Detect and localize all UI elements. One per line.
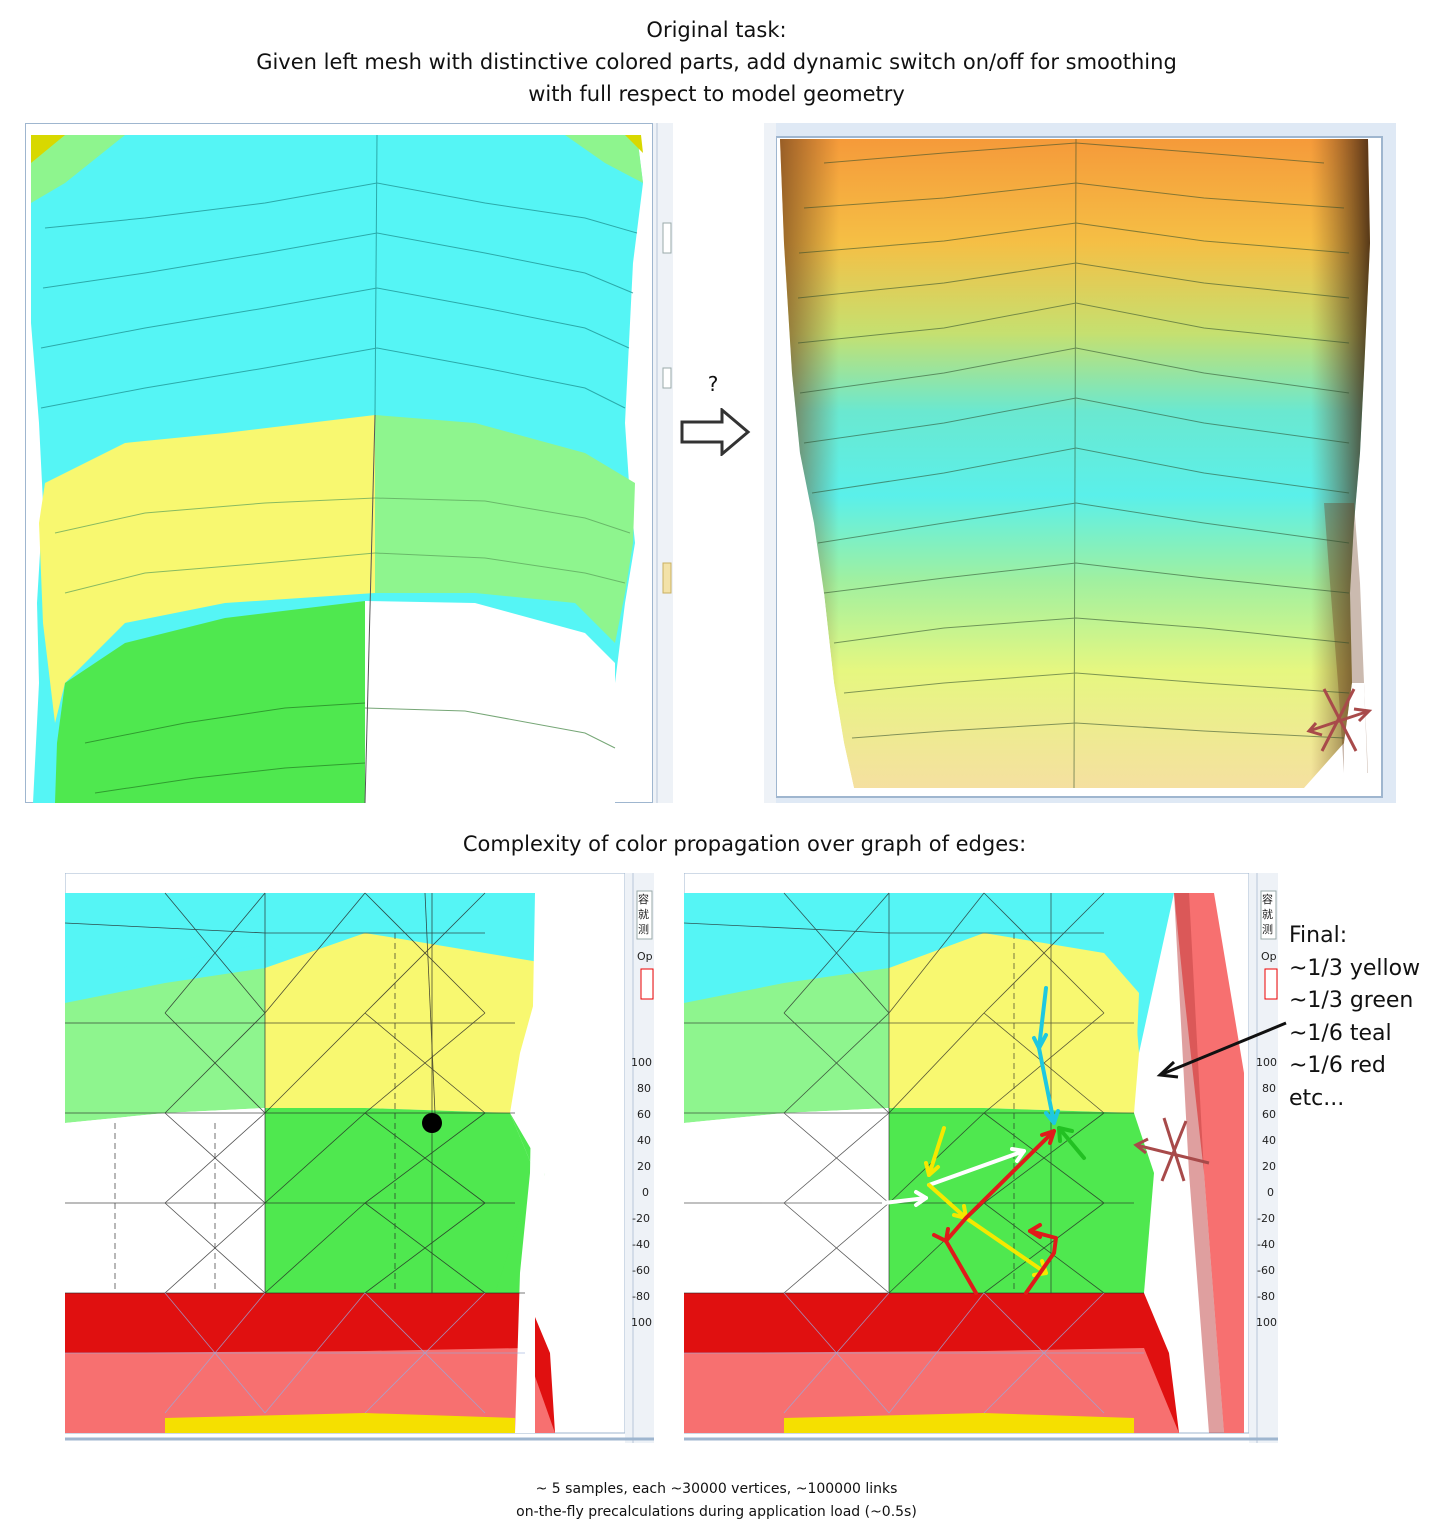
- right-arrow-icon: [680, 408, 751, 456]
- header-line-3: with full respect to model geometry: [528, 82, 905, 106]
- axis-tick: -80: [632, 1290, 650, 1303]
- white-arrows: [882, 1147, 1026, 1207]
- axis-tick: -20: [632, 1212, 650, 1225]
- header-line-2: Given left mesh with distinctive colored…: [256, 50, 1177, 74]
- header-line-1: Original task:: [646, 18, 787, 42]
- final-red: ~1/6 red: [1289, 1053, 1386, 1078]
- axis-tick: -60: [1257, 1264, 1275, 1277]
- side-label-opt-2: Op: [1261, 950, 1277, 963]
- green-arrow: [1057, 1126, 1086, 1160]
- graph-mesh-panel-right: 容 就 测 Op 100 80 60 40 20 0 -20 -40 -60 -…: [684, 873, 1278, 1443]
- axis-tick: 20: [1262, 1160, 1276, 1173]
- graph-mesh-panel-left: 容 就 测 Op 100 80 60 40 20 0 -20 -40 -60 -…: [65, 873, 654, 1443]
- pointer-arrow-icon: [1156, 1021, 1287, 1079]
- y-axis-left: 100 80 60 40 20 0 -20 -40 -60 -80 100: [631, 1056, 652, 1329]
- final-yellow: ~1/3 yellow: [1289, 955, 1421, 981]
- axis-tick: -40: [632, 1238, 650, 1251]
- side-label-a-2: 容: [1262, 892, 1273, 906]
- red-arrows: [932, 1129, 1058, 1295]
- axis-tick: -40: [1257, 1238, 1275, 1251]
- y-axis-right: 100 80 60 40 20 0 -20 -40 -60 -80 100: [1256, 1056, 1277, 1329]
- footer-line-2: on-the-fly precalculations during applic…: [516, 1504, 917, 1520]
- axis-tick: 20: [637, 1160, 651, 1173]
- axis-tick: 0: [642, 1186, 649, 1199]
- side-label-b-2: 就: [1262, 907, 1273, 921]
- axis-tick: 60: [1262, 1108, 1276, 1121]
- final-teal: ~1/6 teal: [1289, 1020, 1392, 1046]
- final-title: Final:: [1289, 923, 1348, 948]
- axis-tick: 0: [1267, 1186, 1274, 1199]
- final-etc: etc...: [1289, 1085, 1345, 1111]
- smoothed-mesh-panel: [764, 123, 1396, 803]
- side-label-c: 测: [638, 923, 649, 936]
- cross-symbol-icon-2: [1133, 1117, 1210, 1182]
- side-label-a: 容: [638, 892, 649, 906]
- axis-tick: 100: [631, 1056, 652, 1069]
- question-mark: ?: [707, 372, 719, 396]
- axis-tick: -60: [632, 1264, 650, 1277]
- axis-tick: 40: [1262, 1134, 1276, 1147]
- side-label-b: 就: [638, 907, 649, 921]
- cross-symbol-icon: [1306, 688, 1373, 752]
- propagation-arrows: [882, 986, 1086, 1295]
- footer-line-1: ~ 5 samples, each ~30000 vertices, ~1000…: [535, 1481, 898, 1497]
- original-mesh-panel: [25, 123, 673, 803]
- axis-tick: 100: [1256, 1316, 1277, 1329]
- side-label-c-2: 测: [1262, 923, 1273, 936]
- final-summary: Final: ~1/3 yellow ~1/3 green ~1/6 teal …: [1289, 920, 1420, 1115]
- side-label-opt: Op: [637, 950, 653, 963]
- axis-tick: 100: [631, 1316, 652, 1329]
- axis-tick: 80: [637, 1082, 651, 1095]
- axis-tick: -80: [1257, 1290, 1275, 1303]
- cyan-arrow: [1032, 986, 1060, 1125]
- section2-title: Complexity of color propagation over gra…: [462, 832, 1027, 856]
- axis-tick: -20: [1257, 1212, 1275, 1225]
- final-green: ~1/3 green: [1289, 988, 1414, 1013]
- axis-tick: 60: [637, 1108, 651, 1121]
- vertex-dot: [422, 1113, 442, 1133]
- axis-tick: 80: [1262, 1082, 1276, 1095]
- axis-tick: 40: [637, 1134, 651, 1147]
- axis-tick: 100: [1256, 1056, 1277, 1069]
